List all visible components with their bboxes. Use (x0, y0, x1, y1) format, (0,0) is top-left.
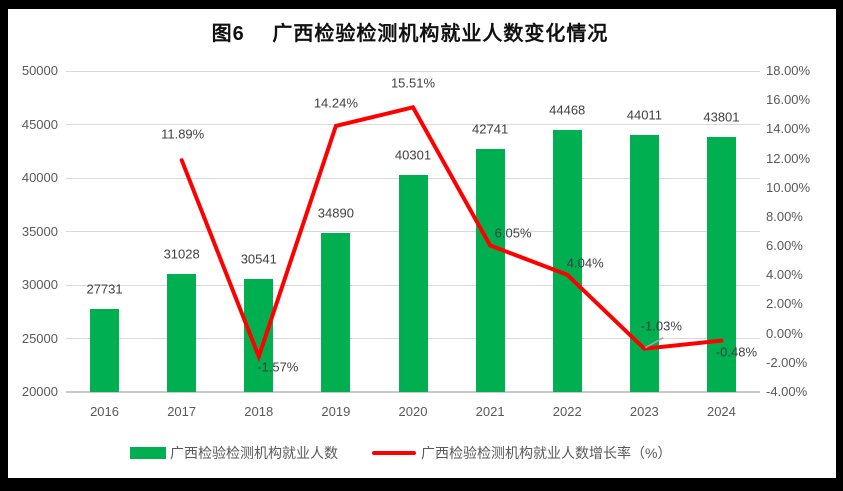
x-axis-label: 2019 (321, 404, 351, 419)
bar-2022 (552, 130, 582, 392)
x-axis-label: 2021 (475, 404, 505, 419)
x-axis-label: 2024 (706, 404, 736, 419)
bar-2021 (475, 148, 505, 392)
line-value-label: 14.24% (313, 95, 358, 111)
bar-2020 (398, 174, 428, 392)
x-axis-label: 2017 (167, 404, 197, 419)
line-value-label: -1.57% (257, 359, 299, 375)
x-axis-label: 2023 (629, 404, 659, 419)
line-value-label: 15.51% (390, 75, 436, 91)
bar-value-label: 34890 (317, 205, 354, 221)
bar-2019 (321, 232, 351, 392)
right-axis-tick: 8.00% (766, 208, 803, 224)
x-axis-label: 2020 (398, 404, 428, 419)
gridline (66, 124, 760, 125)
bar-value-label: 30541 (240, 251, 277, 267)
left-axis-tick: 45000 (21, 116, 58, 132)
line-value-label: -1.03% (640, 318, 682, 334)
right-axis-tick: 10.00% (766, 179, 811, 195)
bar-2017 (167, 274, 197, 392)
x-axis-line (66, 391, 760, 393)
label-leader-line (644, 337, 664, 349)
line-value-label: -0.48% (715, 344, 758, 360)
right-axis-tick: 6.00% (766, 238, 803, 254)
growth-rate-line (179, 104, 724, 363)
left-axis-tick: 30000 (21, 277, 58, 292)
bar-2024 (706, 137, 736, 392)
x-axis-label: 2018 (244, 404, 274, 419)
left-axis-tick: 25000 (21, 330, 58, 346)
left-axis-tick: 35000 (21, 223, 58, 239)
line-value-label: 11.89% (161, 126, 205, 142)
bar-value-label: 42741 (472, 121, 509, 137)
right-axis-tick: 12.00% (766, 150, 811, 166)
gridline (66, 70, 760, 72)
bar-value-label: 27731 (86, 281, 123, 297)
right-axis-tick: -2.00% (766, 354, 808, 370)
left-axis-tick: 50000 (21, 63, 58, 78)
chart-title: 图6 广西检验检测机构就业人数变化情况 (211, 23, 609, 45)
right-axis-tick: 4.00% (766, 267, 803, 283)
left-axis-tick: 40000 (21, 170, 58, 185)
line-value-label: 6.05% (494, 225, 532, 241)
right-axis-tick: 16.00% (766, 92, 811, 108)
right-axis-tick: 18.00% (766, 63, 811, 78)
right-axis-tick: 0.00% (766, 325, 803, 341)
right-axis-tick: -4.00% (766, 384, 808, 399)
bar-2016 (90, 309, 120, 392)
bar-value-label: 44468 (549, 102, 586, 118)
x-axis-label: 2022 (552, 404, 582, 419)
bar-value-label: 44011 (626, 107, 662, 123)
bar-value-label: 43801 (703, 109, 740, 125)
right-axis-tick: 14.00% (766, 121, 811, 137)
left-axis-tick: 20000 (21, 384, 58, 399)
line-value-label: 4.04% (566, 255, 604, 271)
bar-value-label: 31028 (163, 246, 200, 262)
bar-value-label: 40301 (394, 147, 432, 163)
right-axis-tick: 2.00% (766, 296, 803, 312)
x-axis-label: 2016 (90, 404, 119, 419)
